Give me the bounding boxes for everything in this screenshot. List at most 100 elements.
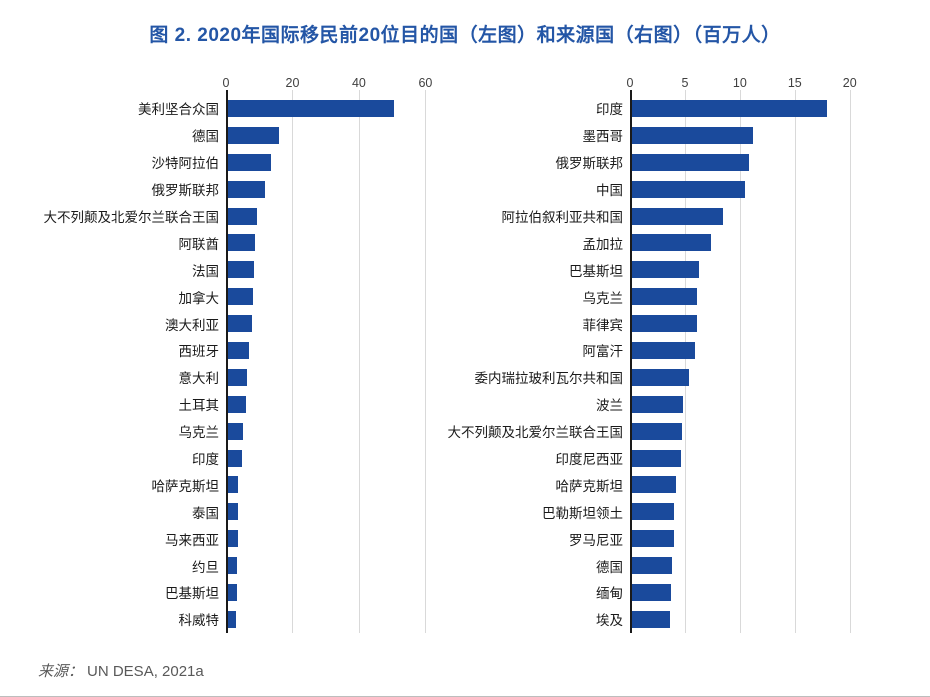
category-label: 俄罗斯联邦 — [151, 183, 220, 199]
gridline — [425, 90, 427, 633]
axis-line — [630, 90, 632, 633]
bar — [630, 503, 674, 521]
bar — [630, 583, 671, 601]
bar-row — [226, 552, 447, 579]
category-label: 波兰 — [596, 398, 623, 414]
bar — [630, 557, 672, 575]
plot-area-destinations: 0 20 40 60 — [223, 75, 447, 633]
bar — [630, 315, 697, 333]
category-label: 澳大利亚 — [165, 317, 219, 333]
bar-row — [630, 525, 864, 552]
bar — [226, 557, 238, 575]
bar-row — [226, 471, 447, 498]
category-label: 哈萨克斯坦 — [555, 478, 624, 494]
category-label: 法国 — [192, 263, 219, 279]
category-axis-origins: 印度 墨西哥 俄罗斯联邦 中国 阿拉伯叙利亚共和国 孟加拉 巴基斯坦 乌克兰 菲律宾 阿富汗 委内瑞… — [447, 75, 630, 633]
source-note: 来源： UN DESA, 2021a — [38, 660, 204, 681]
bar — [630, 153, 749, 171]
category-label: 泰国 — [192, 505, 219, 521]
category-label: 乌克兰 — [582, 290, 624, 306]
bar-row — [630, 176, 864, 203]
bar-row — [226, 337, 447, 364]
bar-row — [630, 579, 864, 606]
axis-tick-label: 40 — [351, 76, 366, 90]
gridline — [292, 90, 294, 633]
axis-tick-label: 20 — [842, 76, 857, 90]
category-label: 阿富汗 — [582, 344, 624, 360]
bar — [226, 126, 279, 144]
bar-row — [630, 149, 864, 176]
bar — [226, 99, 395, 117]
axis-tick-label: 15 — [787, 76, 802, 90]
bar-row — [226, 364, 447, 391]
bar — [226, 234, 255, 252]
category-label: 沙特阿拉伯 — [151, 156, 220, 172]
category-label: 大不列颠及北爱尔兰联合王国 — [447, 425, 624, 441]
chart-destination-countries: 美利坚合众国 德国 沙特阿拉伯 俄罗斯联邦 大不列颠及北爱尔兰联合王国 阿联酋 法国 加拿大澳… — [30, 75, 447, 633]
category-label: 委内瑞拉玻利瓦尔共和国 — [474, 371, 624, 387]
axis-line — [226, 90, 228, 633]
bar-row — [630, 283, 864, 310]
bar — [226, 530, 238, 548]
bar — [226, 180, 265, 198]
bar-row — [630, 498, 864, 525]
category-label: 加拿大 — [178, 290, 220, 306]
source-label: 来源： — [38, 664, 84, 680]
bar — [226, 153, 271, 171]
bar — [226, 368, 248, 386]
gridline — [794, 90, 796, 633]
bar-row — [226, 579, 447, 606]
category-label: 大不列颠及北爱尔兰联合王国 — [43, 210, 220, 225]
bar-row — [226, 310, 447, 337]
bar-row — [226, 283, 447, 310]
bar-row — [630, 122, 864, 149]
category-label: 马来西亚 — [165, 532, 219, 548]
category-label: 阿联酋 — [178, 236, 220, 252]
bar-row — [226, 525, 447, 552]
bar — [630, 476, 677, 494]
bar-row — [630, 445, 864, 472]
bar — [630, 422, 682, 440]
category-label: 约旦 — [192, 559, 219, 575]
bar — [226, 476, 239, 494]
bar-row — [630, 256, 864, 283]
category-label: 巴基斯坦 — [569, 263, 623, 279]
axis-tick-label: 0 — [626, 76, 634, 90]
category-label: 土耳其 — [178, 398, 220, 414]
bar — [226, 422, 243, 440]
category-label: 哈萨克斯坦 — [151, 478, 220, 494]
bar-row — [226, 149, 447, 176]
gridline — [849, 90, 851, 633]
value-axis-destinations: 0 20 40 60 — [223, 75, 447, 95]
axis-tick-label: 20 — [285, 76, 300, 90]
bar — [630, 288, 697, 306]
bar — [630, 610, 670, 628]
source-text: UN DESA, 2021a — [87, 663, 204, 680]
bar-row — [630, 337, 864, 364]
bar-row — [226, 256, 447, 283]
category-label: 埃及 — [596, 613, 623, 629]
category-label: 意大利 — [178, 371, 220, 387]
bar — [630, 341, 695, 359]
category-label: 菲律宾 — [582, 317, 624, 333]
bar — [630, 530, 674, 548]
bar — [226, 449, 243, 467]
bar-row — [630, 391, 864, 418]
gridline — [358, 90, 360, 633]
bar-row — [630, 606, 864, 633]
bar-row — [226, 122, 447, 149]
axis-tick-label: 60 — [418, 76, 433, 90]
bar-row — [630, 364, 864, 391]
category-label: 印度尼西亚 — [555, 452, 624, 468]
plot-area-origins: 0 5 10 15 20 — [626, 75, 864, 633]
bar — [226, 583, 237, 601]
bar-row — [630, 229, 864, 256]
axis-tick-label: 5 — [681, 76, 689, 90]
bar — [630, 126, 754, 144]
bar — [630, 234, 712, 252]
bar-row — [630, 471, 864, 498]
value-axis-origins: 0 5 10 15 20 — [626, 75, 864, 95]
bar — [226, 503, 238, 521]
bar — [630, 395, 683, 413]
